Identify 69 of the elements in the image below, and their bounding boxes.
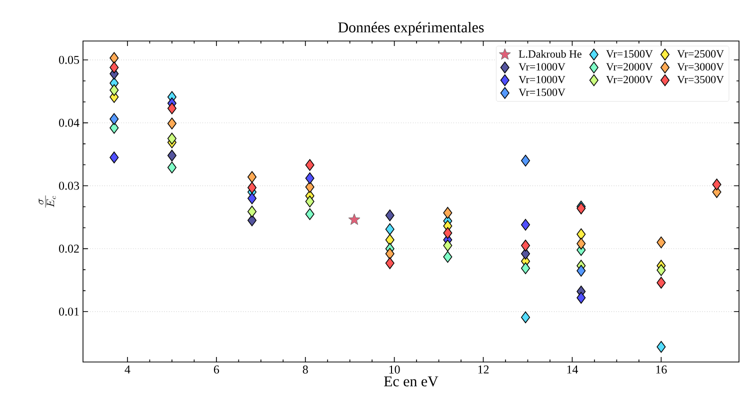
- point: [167, 102, 176, 114]
- point: [521, 262, 530, 274]
- point: [576, 292, 586, 304]
- y-tick-label: 0.01: [59, 308, 79, 316]
- point: [110, 52, 119, 64]
- chart-title: Données expérimentales: [338, 22, 484, 36]
- point: [385, 223, 394, 236]
- point: [305, 172, 314, 184]
- point: [167, 118, 176, 130]
- point: [443, 251, 452, 263]
- point: [305, 159, 314, 171]
- point: [348, 214, 360, 225]
- point: [521, 154, 530, 166]
- y-tick-label: 0.02: [59, 244, 79, 253]
- point: [656, 236, 666, 248]
- point: [247, 171, 257, 183]
- point: [521, 218, 530, 231]
- x-tick-label: 6: [214, 366, 220, 374]
- legend-label: Vr=1000V: [518, 76, 566, 84]
- point: [443, 227, 452, 239]
- point: [305, 181, 314, 193]
- point: [656, 264, 666, 276]
- point: [385, 234, 394, 246]
- point: [110, 62, 119, 74]
- legend-label: Vr=1500V: [606, 50, 653, 58]
- point: [521, 240, 530, 252]
- point: [385, 257, 394, 270]
- x-tick-label: 4: [124, 366, 130, 374]
- legend-label: Vr=3500V: [677, 76, 724, 84]
- point: [167, 132, 176, 144]
- y-tick-label: 0.04: [59, 118, 80, 127]
- point: [167, 162, 176, 174]
- x-tick-label: 8: [302, 366, 308, 374]
- x-axis-title: Ec en eV: [384, 376, 438, 386]
- legend-label: Vr=2500V: [677, 50, 724, 58]
- point: [521, 311, 530, 324]
- x-tick-label: 12: [478, 366, 489, 374]
- point: [385, 209, 394, 222]
- legend-label: Vr=3000V: [677, 63, 724, 71]
- x-tick-label: 10: [389, 366, 400, 374]
- point: [247, 206, 257, 218]
- x-tick-label: 16: [656, 366, 667, 374]
- point: [712, 178, 722, 190]
- point: [576, 238, 586, 250]
- legend-label: Vr=2000V: [606, 63, 653, 71]
- point: [110, 84, 119, 96]
- x-tick-label: 14: [567, 366, 578, 374]
- point: [576, 228, 586, 240]
- legend-label: Vr=1000V: [518, 63, 566, 71]
- point: [305, 196, 314, 208]
- y-tick-label: 0.03: [59, 182, 80, 190]
- point: [110, 152, 119, 164]
- point: [576, 264, 586, 277]
- y-tick-label: 0.05: [59, 56, 80, 64]
- point: [305, 208, 314, 220]
- point: [167, 150, 176, 162]
- point: [247, 214, 257, 226]
- point: [247, 192, 257, 204]
- point: [443, 206, 452, 219]
- legend-label: Vr=1500V: [518, 88, 566, 96]
- point: [110, 113, 119, 125]
- point: [385, 248, 394, 260]
- point: [656, 341, 666, 353]
- y-axis-title: $\frac{\sigma}{E_c}$: [38, 195, 56, 208]
- point: [443, 240, 452, 252]
- point: [247, 182, 257, 194]
- point: [656, 276, 666, 289]
- legend-label: Vr=2000V: [606, 76, 653, 84]
- legend-label: L.Dakroub He: [518, 50, 582, 58]
